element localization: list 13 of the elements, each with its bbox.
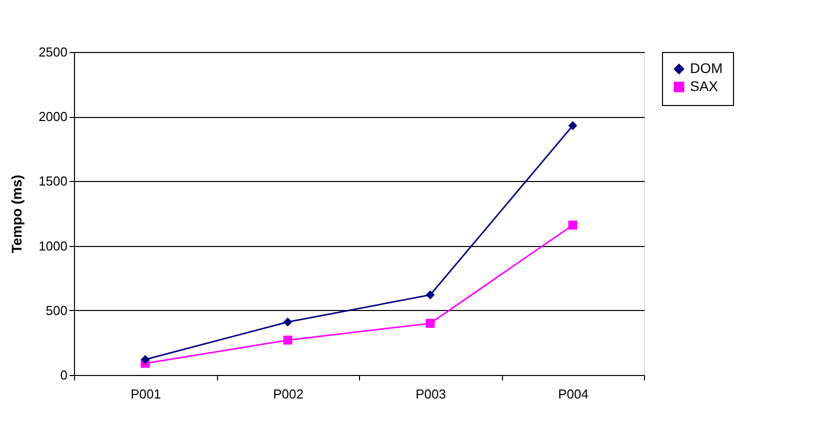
legend-label: SAX (690, 78, 719, 94)
x-tick-label: P004 (558, 386, 588, 402)
y-tick-label: 1000 (38, 238, 68, 254)
x-tick-label: P003 (416, 386, 446, 402)
y-tick-label: 2000 (38, 109, 68, 124)
y-tick-label: 2500 (38, 44, 68, 60)
x-tick-label: P002 (273, 386, 304, 402)
y-tick-label: 1500 (38, 174, 68, 189)
y-tick-label: 0 (60, 368, 68, 382)
y-tick-label: 500 (46, 302, 68, 318)
x-tick-label: P001 (130, 386, 161, 402)
legend-label: DOM (690, 60, 723, 76)
y-axis-title: Tempo (ms) (8, 174, 25, 254)
